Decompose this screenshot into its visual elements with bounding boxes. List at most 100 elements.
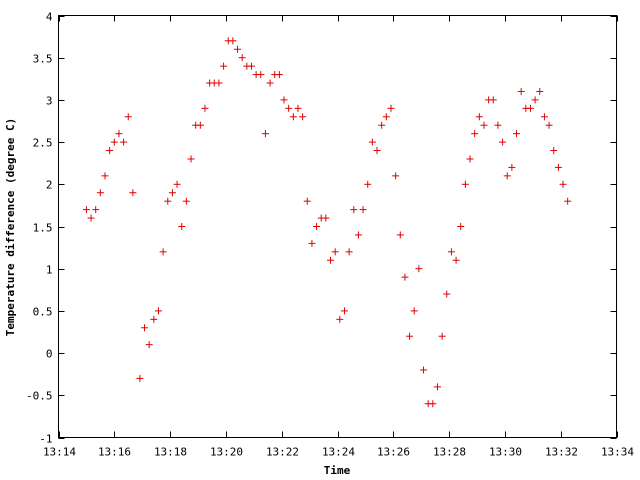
data-point	[452, 256, 460, 264]
data-point	[350, 206, 358, 214]
y-tick-label: 0	[46, 348, 53, 361]
y-tick-label: 3.5	[33, 53, 53, 66]
data-point	[359, 206, 367, 214]
data-point	[336, 315, 344, 323]
data-point	[540, 113, 548, 121]
data-point	[173, 180, 181, 188]
data-point	[433, 383, 441, 391]
data-point	[313, 223, 321, 230]
data-point	[196, 121, 204, 129]
data-point	[247, 62, 255, 70]
data-point	[145, 341, 153, 349]
data-point	[364, 180, 372, 188]
data-point	[96, 189, 104, 197]
x-axis-ticks: 13:14 13:16 13:18 13:20 13:22 13:24 13:26 13:28…	[43, 15, 634, 459]
y-tick-label: 1.5	[33, 222, 53, 235]
data-point	[178, 223, 186, 230]
data-point	[475, 113, 483, 121]
y-tick-label: 4	[46, 11, 53, 24]
data-point	[124, 113, 132, 121]
data-point	[503, 172, 511, 180]
x-tick-label: 13:24	[322, 446, 355, 459]
data-point	[322, 214, 330, 222]
data-point	[159, 248, 167, 256]
data-point	[261, 130, 269, 138]
data-point	[499, 138, 507, 146]
data-point	[550, 147, 558, 155]
data-point	[461, 180, 469, 188]
data-point	[280, 96, 288, 104]
data-point	[345, 248, 353, 256]
data-points	[82, 37, 572, 408]
data-point	[387, 104, 395, 112]
data-point	[87, 214, 95, 222]
data-point	[545, 121, 553, 129]
data-point	[526, 104, 534, 112]
data-point	[401, 273, 409, 281]
data-point	[410, 307, 418, 315]
data-point	[438, 332, 446, 340]
data-point	[164, 197, 172, 205]
data-point	[382, 113, 390, 121]
data-point	[308, 239, 316, 247]
data-point	[531, 96, 539, 104]
x-tick-label: 13:26	[377, 446, 410, 459]
data-point	[136, 374, 144, 382]
data-point	[327, 256, 335, 264]
data-point	[275, 71, 283, 79]
data-point	[201, 104, 209, 112]
x-tick-label: 13:18	[154, 446, 187, 459]
data-point	[447, 248, 455, 256]
y-tick-label: 2.5	[33, 137, 53, 150]
x-tick-label: 13:28	[433, 446, 466, 459]
data-point	[508, 163, 516, 171]
y-tick-label: -1	[39, 433, 52, 446]
x-tick-label: 13:30	[489, 446, 522, 459]
y-axis-label: Temperature difference (degree C)	[4, 118, 17, 337]
data-point	[92, 206, 100, 214]
data-point	[299, 113, 307, 121]
data-point	[141, 324, 149, 332]
data-point	[294, 104, 302, 112]
data-point	[182, 197, 190, 205]
data-point	[331, 248, 339, 256]
data-point	[238, 54, 246, 62]
y-tick-label: 1	[46, 264, 53, 277]
data-point	[466, 155, 474, 163]
data-point	[257, 71, 265, 79]
y-tick-label: -0.5	[26, 390, 53, 403]
data-point	[129, 189, 137, 197]
data-point	[471, 130, 479, 138]
y-axis-ticks: -1 -0.5 0 0.5 1 1.5 2 2.5 3 3.5 4	[26, 11, 617, 446]
data-point	[187, 155, 195, 163]
data-point	[392, 172, 400, 180]
data-point	[215, 79, 223, 87]
x-tick-label: 13:22	[266, 446, 299, 459]
data-point	[168, 189, 176, 197]
data-point	[415, 265, 423, 273]
data-point	[457, 223, 465, 230]
data-point	[234, 45, 242, 53]
data-point	[101, 172, 109, 180]
x-tick-label: 13:34	[601, 446, 634, 459]
data-point	[559, 180, 567, 188]
data-point	[494, 121, 502, 129]
x-tick-label: 13:14	[43, 446, 76, 459]
data-point	[378, 121, 386, 129]
data-point	[266, 79, 274, 87]
x-tick-label: 13:16	[98, 446, 131, 459]
data-point	[443, 290, 451, 298]
y-tick-label: 2	[46, 179, 53, 192]
y-tick-label: 3	[46, 95, 53, 108]
data-point	[220, 62, 228, 70]
data-point	[554, 163, 562, 171]
data-point	[420, 366, 428, 374]
data-point	[429, 400, 437, 408]
data-point	[513, 130, 521, 138]
data-point	[354, 231, 362, 239]
x-tick-label: 13:20	[210, 446, 243, 459]
data-point	[120, 138, 128, 146]
data-point	[406, 332, 414, 340]
data-point	[150, 315, 158, 323]
